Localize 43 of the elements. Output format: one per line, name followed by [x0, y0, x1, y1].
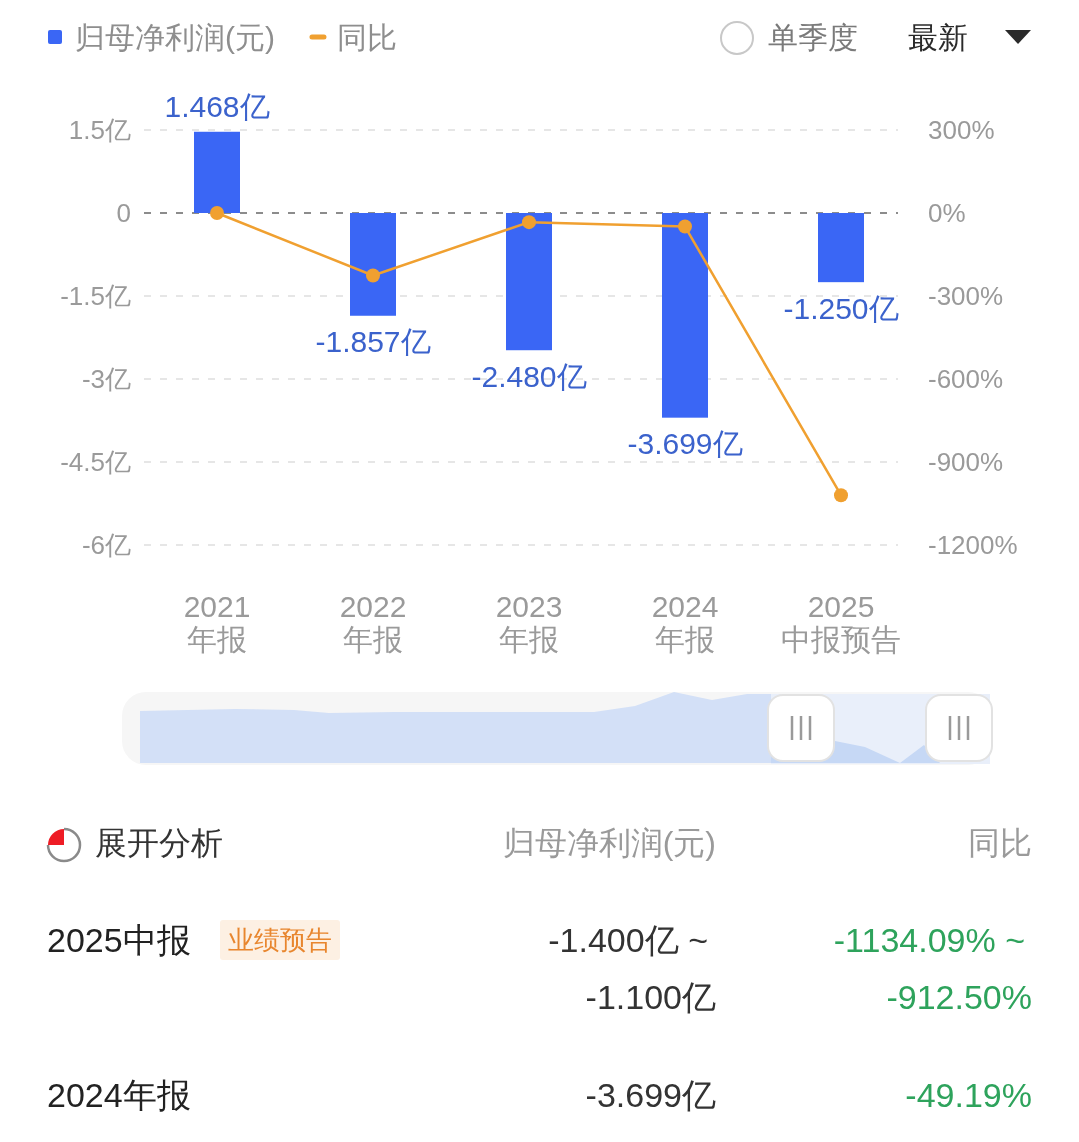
data-label: -3.699亿 [627, 427, 743, 461]
cell: -912.50% [886, 978, 1032, 1016]
card-title: 展开分析 [95, 825, 223, 861]
data-label: -1.857亿 [315, 325, 431, 359]
y2-tick-label: 0% [928, 198, 966, 228]
row-label: 2024年报 [47, 1076, 191, 1114]
x-tick-label: 年报 [343, 622, 403, 656]
x-tick-label: 2021 [183, 589, 251, 623]
y-tick-label: -1.5亿 [60, 281, 131, 311]
table-header: 同比 [968, 825, 1032, 861]
y-tick-label: -6亿 [81, 530, 131, 560]
y-tick-label: 0 [116, 198, 131, 228]
x-tick-label: 中报预告 [781, 622, 901, 656]
x-tick-label: 2024 [651, 589, 719, 623]
x-tick-label: 年报 [655, 622, 715, 656]
data-label: -2.480亿 [471, 359, 587, 393]
cell: -3.699亿 [585, 1076, 716, 1114]
y-tick-label: 1.5亿 [68, 115, 131, 145]
cell: -49.19% [905, 1076, 1032, 1114]
cell: -1134.09% ~ [833, 921, 1025, 959]
cell: -1.400亿 ~ [548, 921, 708, 959]
x-tick-label: 2023 [495, 589, 563, 623]
y-tick-label: -4.5亿 [60, 447, 131, 477]
x-tick-label: 2022 [339, 589, 407, 623]
table-header: 归母净利润(元) [502, 825, 716, 861]
data-label: 1.468亿 [164, 90, 270, 124]
row-label: 2025中报 [47, 921, 191, 959]
legend-label: 同比 [337, 20, 397, 54]
x-tick-label: 2025 [807, 589, 875, 623]
data-label: -1.250亿 [783, 291, 899, 325]
y2-tick-label: 300% [928, 115, 995, 145]
y2-tick-label: -900% [928, 447, 1004, 477]
y2-tick-label: -1200% [928, 530, 1018, 560]
cell: -1.100亿 [585, 978, 716, 1016]
x-tick-label: 年报 [187, 622, 247, 656]
control-label: 单季度 [768, 20, 858, 54]
control-label: 最新 [908, 20, 968, 54]
y2-tick-label: -300% [928, 281, 1004, 311]
x-tick-label: 年报 [499, 622, 559, 656]
legend-label: 归母净利润(元) [75, 20, 275, 54]
tag: 业绩预告 [220, 920, 340, 960]
y-tick-label: -3亿 [81, 364, 131, 394]
y2-tick-label: -600% [928, 364, 1004, 394]
